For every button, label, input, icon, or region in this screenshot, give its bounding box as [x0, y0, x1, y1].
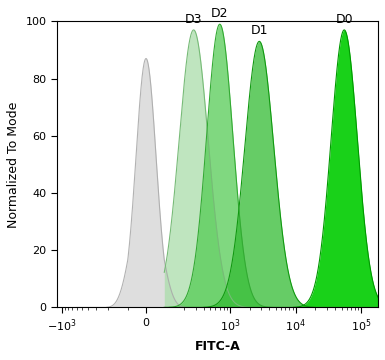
Text: D2: D2 [211, 7, 229, 20]
Y-axis label: Normalized To Mode: Normalized To Mode [7, 101, 20, 228]
Text: D3: D3 [185, 13, 203, 26]
X-axis label: FITC-A: FITC-A [194, 340, 240, 353]
Text: D0: D0 [335, 13, 353, 26]
Text: D1: D1 [251, 24, 268, 37]
